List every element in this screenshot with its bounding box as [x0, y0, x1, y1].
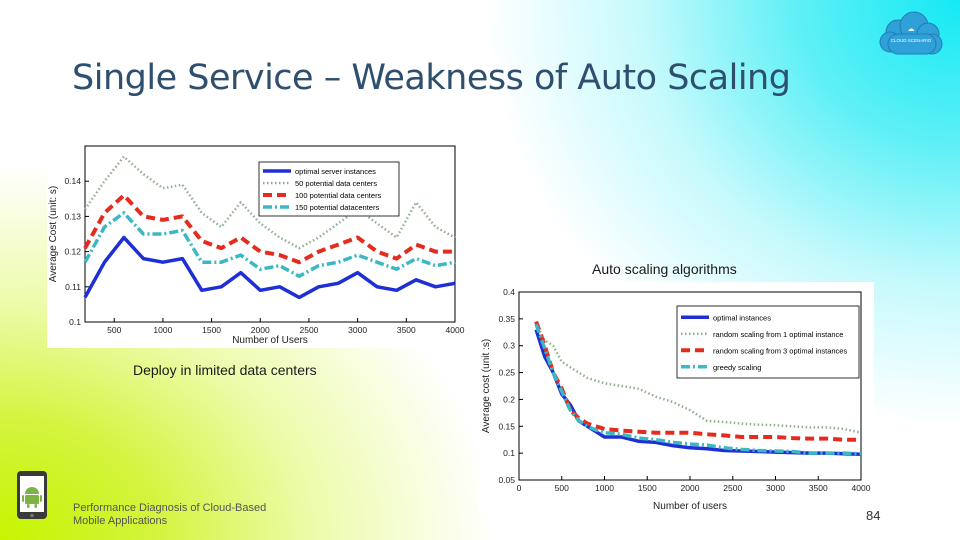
legend-label: random scaling from 3 optimal instances	[713, 346, 847, 355]
caption-auto-scaling: Auto scaling algorithms	[592, 261, 737, 277]
y-tick-label: 0.3	[503, 341, 515, 351]
series-line	[534, 323, 862, 456]
x-tick-label: 1000	[153, 325, 172, 335]
legend-label: 50 potential data centers	[295, 179, 377, 188]
y-tick-label: 0.11	[65, 282, 81, 292]
x-tick-label: 0	[517, 483, 522, 493]
footer-line-1: Performance Diagnosis of Cloud-Based	[73, 502, 267, 514]
chart-auto-scaling-algorithms: 0 500 1000 1500 2000 2500 3000 3500 4000 0.05 0.1 0…	[479, 282, 874, 514]
x-tick-label: 3000	[348, 325, 367, 335]
x-tick-label: 3500	[397, 325, 416, 335]
x-tick-label: 500	[555, 483, 569, 493]
y-axis-label: Average cost (unit :s)	[481, 339, 492, 433]
x-tick-label: 2500	[299, 325, 318, 335]
chart1-svg: 500 1000 1500 2000 2500 3000 3500 4000 0.1 0.11 0.…	[48, 145, 465, 346]
legend-label: greedy scaling	[713, 363, 761, 372]
legend-label: optimal server instances	[295, 167, 376, 176]
legend-label: random scaling from 1 optimal instance	[713, 330, 843, 339]
footer-text: Performance Diagnosis of Cloud-Based Mob…	[73, 502, 266, 528]
x-tick-label: 3000	[766, 483, 785, 493]
caption-limited-data-centers: Deploy in limited data centers	[133, 362, 317, 378]
y-tick-label: 0.35	[498, 314, 515, 324]
x-tick-label: 4000	[446, 325, 465, 335]
x-tick-label: 4000	[852, 483, 871, 493]
x-tick-label: 2000	[681, 483, 700, 493]
x-tick-label: 3500	[809, 483, 828, 493]
chart2-svg: 0 500 1000 1500 2000 2500 3000 3500 4000 0.05 0.1 0…	[481, 287, 871, 512]
y-tick-label: 0.4	[503, 287, 515, 297]
series-line	[534, 323, 862, 434]
legend-label: 100 potential data centers	[295, 191, 382, 200]
x-tick-label: 1500	[202, 325, 221, 335]
y-tick-label: 0.1	[503, 448, 515, 458]
page-number: 84	[866, 508, 881, 523]
series-line	[83, 235, 456, 300]
x-axis-label: Number of users	[653, 501, 727, 512]
x-tick-label: 2500	[723, 483, 742, 493]
y-tick-label: 0.15	[498, 421, 515, 431]
series-line	[83, 193, 455, 265]
legend-label: optimal instances	[713, 313, 771, 322]
cloud-logo-icon: ☁ CLOUD SCENARIO	[879, 11, 943, 55]
y-tick-label: 0.25	[498, 368, 515, 378]
y-tick-label: 0.14	[64, 176, 81, 186]
y-tick-label: 0.2	[503, 394, 515, 404]
x-tick-label: 2000	[251, 325, 270, 335]
footer-line-2: Mobile Applications	[73, 515, 168, 527]
x-axis-label: Number of Users	[232, 335, 308, 346]
y-axis-label: Average Cost (unit: s)	[48, 186, 59, 283]
svg-text:☁: ☁	[908, 26, 915, 33]
logo-text: CLOUD SCENARIO	[891, 38, 932, 43]
y-tick-label: 0.05	[498, 475, 515, 485]
android-phone-icon	[17, 471, 47, 519]
y-tick-label: 0.12	[64, 247, 81, 257]
y-tick-label: 0.13	[64, 211, 81, 221]
y-tick-label: 0.1	[69, 317, 81, 327]
slide-title: Single Service – Weakness of Auto Scalin…	[72, 58, 791, 98]
x-tick-label: 1500	[638, 483, 657, 493]
legend-label: 150 potential datacenters	[295, 203, 379, 212]
series-line	[83, 211, 456, 278]
x-tick-label: 500	[107, 325, 121, 335]
chart-deploy-limited-data-centers: 500 1000 1500 2000 2500 3000 3500 4000 0.1 0.11 0.…	[47, 140, 465, 348]
x-tick-label: 1000	[595, 483, 614, 493]
